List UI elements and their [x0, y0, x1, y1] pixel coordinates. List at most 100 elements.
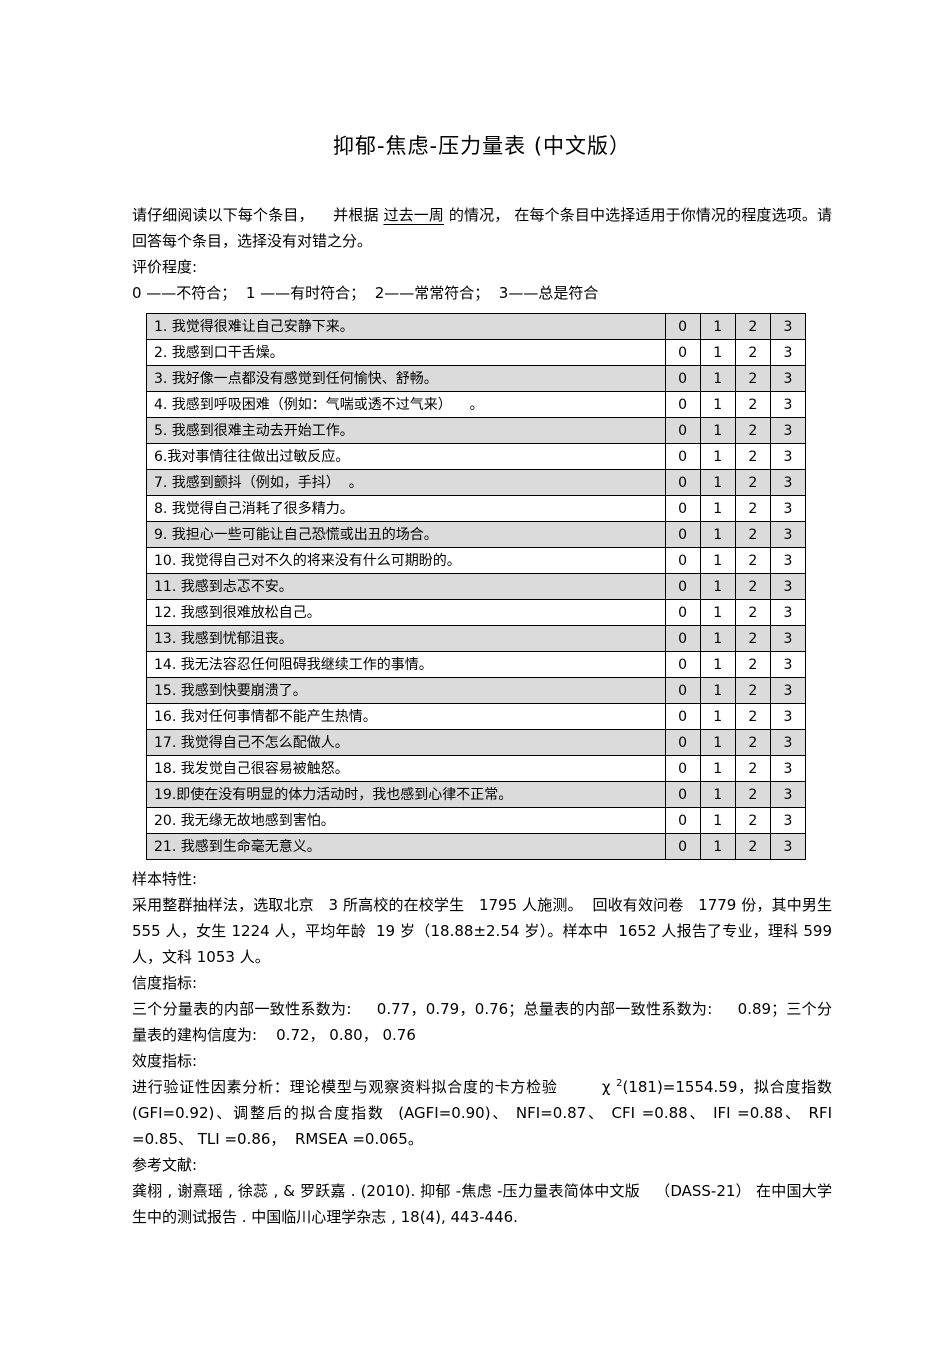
- score-option-cell: 2: [734, 755, 771, 782]
- table-row: 3. 我好像一点都没有感觉到任何愉快、舒畅。 0 1 2 3: [146, 365, 807, 392]
- question-cell: 5. 我感到很难主动去开始工作。: [146, 417, 666, 444]
- reliability-section-text: 三个分量表的内部一致性系数为: 0.77，0.79，0.76；总量表的内部一致性…: [132, 1000, 832, 1044]
- question-cell: 15. 我感到快要崩溃了。: [146, 677, 666, 704]
- reference-citation: 龚栩 , 谢熹瑶 , 徐蕊 , & 罗跃嘉 . (2010). 抑郁 -焦虑 -…: [132, 1182, 832, 1226]
- score-option-cell: 1: [699, 521, 736, 548]
- table-row: 1. 我觉得很难让自己安静下来。 0 1 2 3: [146, 313, 807, 340]
- score-option-cell: 2: [734, 547, 771, 574]
- score-option-cell: 2: [734, 391, 771, 418]
- question-cell: 14. 我无法容忍任何阻碍我继续工作的事情。: [146, 651, 666, 678]
- score-option-cell: 3: [769, 573, 807, 600]
- score-option-cell: 2: [734, 339, 771, 366]
- chi-square-superscript: 2: [616, 1078, 623, 1089]
- score-option-cell: 1: [699, 417, 736, 444]
- score-option-cell: 2: [734, 807, 771, 834]
- question-cell: 7. 我感到颤抖（例如，手抖） 。: [146, 469, 666, 496]
- table-row: 19.即使在没有明显的体力活动时，我也感到心律不正常。 0 1 2 3: [146, 781, 807, 808]
- score-option-cell: 0: [664, 599, 701, 626]
- rating-degree-label: 评价程度:: [132, 258, 198, 276]
- score-option-cell: 1: [699, 469, 736, 496]
- table-row: 15. 我感到快要崩溃了。 0 1 2 3: [146, 677, 807, 704]
- table-row: 4. 我感到呼吸困难（例如：气喘或透不过气来） 。 0 1 2 3: [146, 391, 807, 418]
- score-option-cell: 1: [699, 833, 736, 860]
- score-option-cell: 2: [734, 313, 771, 340]
- score-option-cell: 1: [699, 495, 736, 522]
- table-row: 2. 我感到口干舌燥。 0 1 2 3: [146, 339, 807, 366]
- questionnaire-body: 1. 我觉得很难让自己安静下来。 0 1 2 3 2. 我感到口干舌燥。 0 1 2 3 3. 我好…: [146, 313, 807, 860]
- reliability-section-label: 信度指标:: [132, 974, 198, 992]
- sample-section-text: 采用整群抽样法，选取北京 3 所高校的在校学生 1795 人施测。 回收有效问卷…: [132, 896, 837, 966]
- table-row: 5. 我感到很难主动去开始工作。 0 1 2 3: [146, 417, 807, 444]
- references-section-label: 参考文献:: [132, 1156, 198, 1174]
- score-option-cell: 1: [699, 573, 736, 600]
- score-option-cell: 3: [769, 729, 807, 756]
- score-option-cell: 2: [734, 625, 771, 652]
- score-option-cell: 3: [769, 469, 807, 496]
- score-option-cell: 2: [734, 573, 771, 600]
- validity-section-label: 效度指标:: [132, 1052, 198, 1070]
- score-option-cell: 2: [734, 495, 771, 522]
- sample-section: 样本特性: 采用整群抽样法，选取北京 3 所高校的在校学生 1795 人施测。 …: [132, 866, 832, 970]
- score-option-cell: 2: [734, 703, 771, 730]
- score-option-cell: 0: [664, 807, 701, 834]
- score-option-cell: 2: [734, 651, 771, 678]
- score-option-cell: 3: [769, 391, 807, 418]
- question-cell: 2. 我感到口干舌燥。: [146, 339, 666, 366]
- table-row: 14. 我无法容忍任何阻碍我继续工作的事情。 0 1 2 3: [146, 651, 807, 678]
- question-cell: 8. 我觉得自己消耗了很多精力。: [146, 495, 666, 522]
- score-option-cell: 1: [699, 339, 736, 366]
- score-option-cell: 3: [769, 599, 807, 626]
- question-cell: 3. 我好像一点都没有感觉到任何愉快、舒畅。: [146, 365, 666, 392]
- score-option-cell: 0: [664, 391, 701, 418]
- score-option-cell: 2: [734, 365, 771, 392]
- score-option-cell: 3: [769, 833, 807, 860]
- score-option-cell: 3: [769, 313, 807, 340]
- score-option-cell: 1: [699, 703, 736, 730]
- score-option-cell: 0: [664, 469, 701, 496]
- table-row: 18. 我发觉自己很容易被触怒。 0 1 2 3: [146, 755, 807, 782]
- table-row: 10. 我觉得自己对不久的将来没有什么可期盼的。 0 1 2 3: [146, 547, 807, 574]
- score-option-cell: 0: [664, 625, 701, 652]
- score-option-cell: 0: [664, 313, 701, 340]
- score-option-cell: 1: [699, 755, 736, 782]
- intro-paragraph: 请仔细阅读以下每个条目， 并根据 过去一周 的情况， 在每个条目中选择适用于你情…: [132, 202, 832, 254]
- score-option-cell: 3: [769, 755, 807, 782]
- score-option-cell: 0: [664, 729, 701, 756]
- score-option-cell: 1: [699, 807, 736, 834]
- score-option-cell: 3: [769, 417, 807, 444]
- score-option-cell: 3: [769, 807, 807, 834]
- question-cell: 12. 我感到很难放松自己。: [146, 599, 666, 626]
- rating-scale-legend: 0 ——不符合； 1 ——有时符合； 2——常常符合； 3——总是符合: [132, 284, 599, 302]
- table-row: 8. 我觉得自己消耗了很多精力。 0 1 2 3: [146, 495, 807, 522]
- question-cell: 20. 我无缘无故地感到害怕。: [146, 807, 666, 834]
- score-option-cell: 0: [664, 703, 701, 730]
- question-cell: 6.我对事情往往做出过敏反应。: [146, 443, 666, 470]
- question-cell: 13. 我感到忧郁沮丧。: [146, 625, 666, 652]
- score-option-cell: 0: [664, 651, 701, 678]
- question-cell: 21. 我感到生命毫无意义。: [146, 833, 666, 860]
- score-option-cell: 1: [699, 651, 736, 678]
- validity-text-post: (181)=1554.59，拟合度指数(GFI=0.92)、调整后的拟合度指数 …: [132, 1078, 837, 1148]
- score-option-cell: 2: [734, 833, 771, 860]
- table-row: 13. 我感到忧郁沮丧。 0 1 2 3: [146, 625, 807, 652]
- score-option-cell: 3: [769, 677, 807, 704]
- sample-section-label: 样本特性:: [132, 870, 198, 888]
- score-option-cell: 3: [769, 651, 807, 678]
- score-option-cell: 0: [664, 365, 701, 392]
- intro-underlined-phrase: 过去一周: [383, 206, 445, 224]
- score-option-cell: 3: [769, 339, 807, 366]
- question-cell: 9. 我担心一些可能让自己恐慌或出丑的场合。: [146, 521, 666, 548]
- score-option-cell: 2: [734, 729, 771, 756]
- table-row: 11. 我感到忐忑不安。 0 1 2 3: [146, 573, 807, 600]
- score-option-cell: 3: [769, 781, 807, 808]
- score-option-cell: 0: [664, 547, 701, 574]
- score-option-cell: 1: [699, 625, 736, 652]
- score-option-cell: 3: [769, 365, 807, 392]
- score-option-cell: 0: [664, 339, 701, 366]
- score-option-cell: 1: [699, 391, 736, 418]
- score-option-cell: 0: [664, 781, 701, 808]
- score-option-cell: 2: [734, 677, 771, 704]
- score-option-cell: 1: [699, 677, 736, 704]
- score-option-cell: 1: [699, 313, 736, 340]
- score-option-cell: 2: [734, 469, 771, 496]
